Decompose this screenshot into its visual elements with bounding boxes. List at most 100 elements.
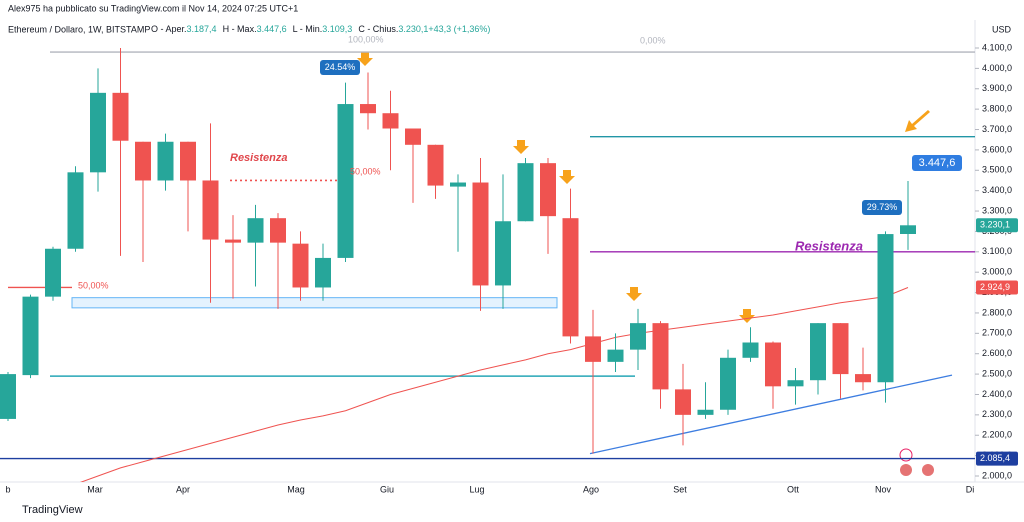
ohlc-high: 3.447,6 — [257, 24, 287, 34]
chart-title: Ethereum / Dollaro, 1W, BITSTAMP — [8, 24, 150, 34]
candle-body — [450, 182, 466, 187]
annotation: 50,00% — [350, 166, 381, 176]
candle-body — [472, 182, 489, 286]
support-zone — [71, 297, 558, 309]
arrows — [357, 52, 930, 323]
candle-body — [135, 141, 151, 181]
event-icons — [899, 448, 934, 476]
moving-average — [79, 287, 909, 482]
candle-body — [337, 104, 354, 258]
candle-body — [585, 336, 601, 362]
trendline — [589, 374, 953, 455]
candle-body — [787, 380, 804, 387]
candle-body — [720, 357, 736, 410]
x-tick-label: Nov — [875, 484, 892, 494]
ohlc-legend: Ethereum / Dollaro, 1W, BITSTAMP O - Ape… — [8, 24, 490, 34]
y-tick-label: 2.700,0 — [982, 328, 1012, 338]
candle-body — [0, 374, 16, 419]
candle-body — [810, 323, 826, 381]
callout-text: 24.54% — [325, 62, 356, 72]
annotation: 50,00% — [78, 280, 109, 290]
x-tick-label: Apr — [176, 484, 190, 494]
candle-body — [832, 323, 849, 375]
candle-body — [877, 234, 894, 383]
annotation: 100,00% — [348, 34, 384, 44]
price-tag — [976, 451, 1018, 466]
callout-box — [912, 155, 962, 171]
candle-body — [67, 172, 84, 249]
candle-body — [360, 104, 376, 114]
x-tick-label: Set — [673, 484, 687, 494]
y-tick-label: 3.600,0 — [982, 144, 1012, 154]
y-tick-label: 2.300,0 — [982, 409, 1012, 419]
ohlc-close: 3.230,1 — [398, 24, 428, 34]
candle-body — [90, 92, 106, 173]
ohlc-change: +43,3 (+1,36%) — [428, 24, 490, 34]
plot-area — [0, 48, 975, 482]
candle-body — [607, 349, 624, 362]
candle-body — [652, 323, 669, 390]
price-tag — [976, 280, 1018, 295]
candle-body — [225, 239, 241, 243]
candle-body — [247, 218, 264, 243]
candle-body — [562, 218, 579, 337]
candle-body — [22, 296, 39, 376]
y-tick-label: 2.200,0 — [982, 430, 1012, 440]
candle-body — [180, 141, 196, 181]
price-tag-label: 3.230,1 — [980, 220, 1010, 230]
candle-body — [540, 163, 556, 217]
candle-body — [742, 342, 759, 358]
candle-body — [697, 409, 714, 415]
candle-body — [517, 163, 534, 222]
y-tick-label: 3.100,0 — [982, 246, 1012, 256]
price-tag-label: 2.085,4 — [980, 453, 1010, 463]
ohlc-open: 3.187,4 — [187, 24, 217, 34]
annotation: Resistenza — [795, 238, 863, 253]
ohlc-low_label: L - Min. — [293, 24, 323, 34]
x-tick-label: b — [5, 484, 10, 494]
candle-body — [157, 141, 174, 181]
candle-body — [202, 180, 219, 240]
y-tick-label: 2.400,0 — [982, 389, 1012, 399]
callout-box — [862, 200, 902, 215]
candle-body — [382, 113, 399, 129]
author-line: Alex975 ha pubblicato su TradingView.com… — [8, 3, 298, 13]
y-tick-label: 3.400,0 — [982, 185, 1012, 195]
ohlc-row: O - Aper.3.187,4 H - Max.3.447,6 L - Min.3… — [151, 24, 490, 34]
callout-box — [320, 60, 360, 75]
ohlc-open_label: O - Aper. — [151, 24, 187, 34]
candle-body — [405, 128, 421, 145]
y-tick-label: 4.000,0 — [982, 63, 1012, 73]
ohlc-high_label: H - Max. — [223, 24, 257, 34]
y-tick-label: 3.300,0 — [982, 205, 1012, 215]
y-tick-label: 2.000,0 — [982, 470, 1012, 480]
y-tick-label: 2.500,0 — [982, 368, 1012, 378]
candle-body — [495, 221, 511, 286]
callout-text: 29.73% — [867, 202, 898, 212]
candle-body — [315, 257, 331, 288]
candle-body — [270, 218, 286, 243]
x-tick-label: Ott — [787, 484, 800, 494]
y-tick-label: 3.700,0 — [982, 124, 1012, 134]
y-tick-label: 3.800,0 — [982, 104, 1012, 114]
y-tick-label: 3.900,0 — [982, 83, 1012, 93]
price-tag-label: 2.924,9 — [980, 282, 1010, 292]
candle-body — [427, 144, 444, 186]
candle-body — [855, 374, 871, 383]
ohlc-close_label: C - Chius. — [358, 24, 398, 34]
ohlc-low: 3.109,3 — [322, 24, 352, 34]
callout-text: 3.447,6 — [919, 157, 956, 169]
candle-body — [45, 248, 61, 297]
y-unit: USD — [992, 24, 1012, 34]
x-tick-label: Lug — [469, 484, 484, 494]
price-tag — [976, 218, 1018, 233]
x-tick-label: Mag — [287, 484, 305, 494]
y-tick-label: 2.600,0 — [982, 348, 1012, 358]
candle-body — [292, 243, 309, 288]
candle-body — [675, 389, 691, 415]
y-tick-label: 3.000,0 — [982, 267, 1012, 277]
y-tick-label: 2.800,0 — [982, 307, 1012, 317]
y-tick-label: 4.100,0 — [982, 42, 1012, 52]
